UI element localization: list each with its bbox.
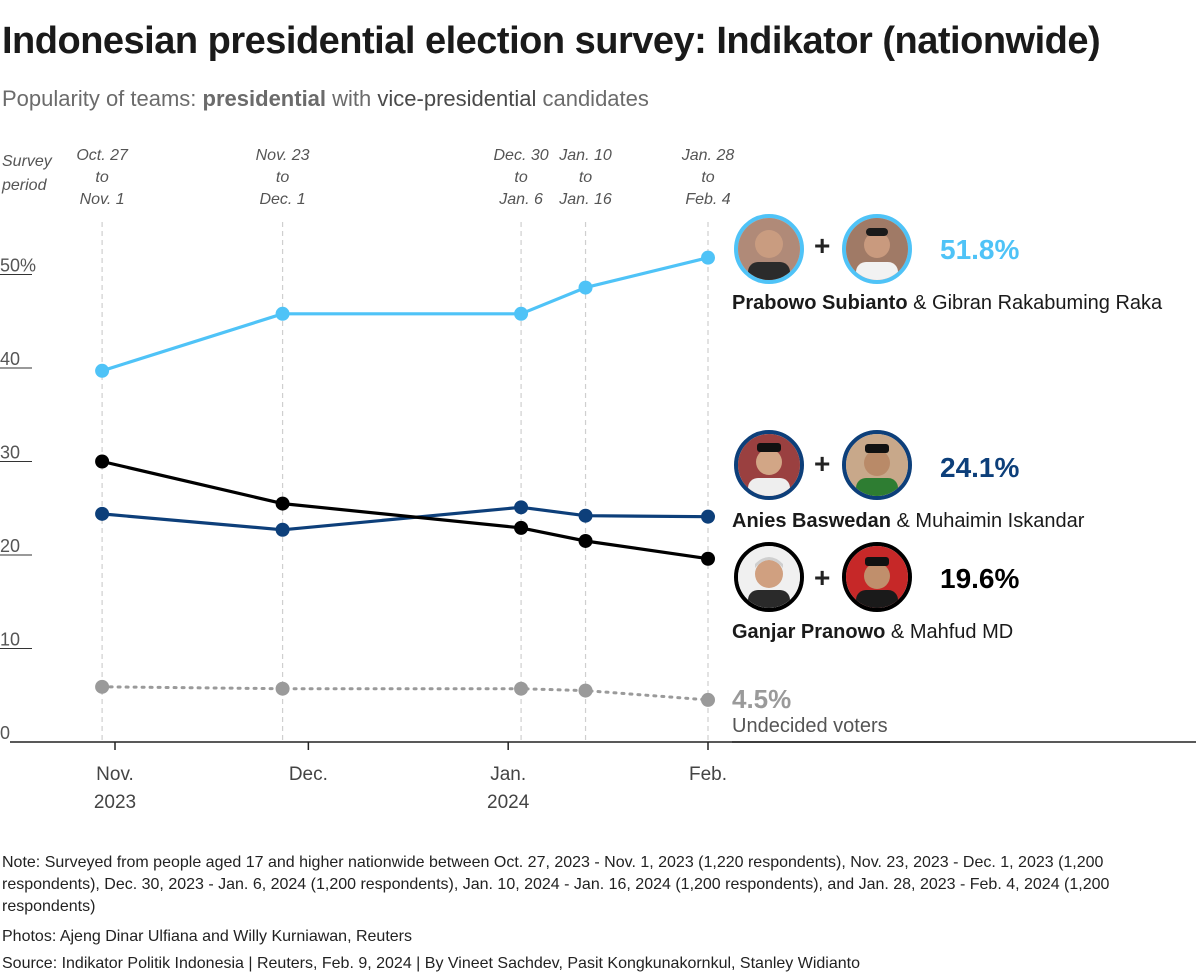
- survey-period-label: Jan. 10: [558, 147, 612, 164]
- series-line-undecided: [100, 685, 710, 702]
- data-point-prabowo: [95, 363, 110, 378]
- y-tick-label: 50%: [0, 256, 36, 276]
- survey-period-label-line: Survey: [2, 153, 52, 170]
- avatar-mahfud: [842, 542, 912, 612]
- series-line-anies: [100, 505, 710, 532]
- data-point-ganjar: [701, 551, 715, 566]
- ampersand: &: [907, 292, 933, 314]
- team-pct-ganjar: 19.6%: [940, 563, 1020, 594]
- x-tick-label-year: 2024: [487, 792, 530, 813]
- survey-period-label: to: [701, 169, 714, 186]
- y-tick-label: 20: [0, 536, 20, 556]
- data-point-prabowo: [578, 280, 593, 295]
- vice-name: Muhaimin Iskandar: [915, 510, 1085, 532]
- data-point-prabowo: [275, 306, 290, 321]
- avatar-anies: [734, 430, 804, 500]
- footer-photos: Photos: Ajeng Dinar Ulfiana and Willy Ku…: [2, 928, 412, 945]
- survey-period-label: Jan. 28: [681, 147, 735, 164]
- president-name: Anies Baswedan: [732, 510, 891, 532]
- data-point-anies: [578, 508, 593, 523]
- team-pct-prabowo: 51.8%: [940, 234, 1020, 265]
- president-name: Prabowo Subianto: [732, 292, 908, 314]
- page-subtitle: Popularity of teams: presidential with v…: [2, 86, 649, 112]
- data-point-undecided: [95, 679, 110, 694]
- avatar-gibran: [842, 214, 912, 284]
- team-name-ganjar: Ganjar Pranowo & Mahfud MD: [732, 621, 1013, 644]
- data-point-anies: [701, 509, 715, 524]
- data-point-anies: [95, 506, 110, 521]
- survey-period-label: Oct. 27: [76, 147, 129, 164]
- data-point-ganjar: [578, 533, 593, 548]
- data-point-ganjar: [275, 496, 290, 511]
- survey-period-label: Nov. 1: [80, 191, 125, 208]
- team-name-prabowo: Prabowo Subianto & Gibran Rakabuming Rak…: [732, 292, 1162, 315]
- data-point-prabowo: [514, 306, 529, 321]
- x-tick-label-year: 2023: [94, 792, 136, 813]
- team-pct-anies: 24.1%: [940, 452, 1020, 483]
- data-point-ganjar: [95, 454, 110, 469]
- subtitle-part: with: [326, 86, 378, 111]
- survey-period-label: to: [514, 169, 527, 186]
- subtitle-part-presidential: presidential: [202, 86, 327, 111]
- survey-period-label: Dec. 30: [494, 147, 549, 164]
- footer-note: Note: Surveyed from people aged 17 and h…: [2, 854, 1110, 915]
- x-tick-label: Nov.: [96, 764, 134, 785]
- undecided-label: Undecided voters: [732, 715, 888, 737]
- survey-period-label: to: [95, 169, 108, 186]
- data-point-ganjar: [514, 520, 529, 535]
- survey-period-label: Jan. 16: [558, 191, 612, 208]
- subtitle-part: Popularity of teams:: [2, 86, 203, 111]
- line-chart: Oct. 27 to Nov. 1 Nov. 23 to Dec. 1 Dec. 30 to J…: [0, 147, 1196, 813]
- data-point-undecided: [514, 681, 529, 696]
- data-point-undecided: [701, 692, 715, 707]
- page-title: Indonesian presidential election survey:…: [2, 20, 1101, 62]
- survey-period-label: Dec. 1: [259, 191, 305, 208]
- survey-period-label: Nov. 23: [256, 147, 310, 164]
- series-line-prabowo: [100, 256, 710, 373]
- data-point-anies: [514, 500, 529, 515]
- y-tick-label: 40: [0, 349, 20, 369]
- team-name-anies: Anies Baswedan & Muhaimin Iskandar: [732, 510, 1084, 533]
- survey-period-label: to: [276, 169, 289, 186]
- survey-period-label: Feb. 4: [685, 191, 730, 208]
- data-point-undecided: [578, 683, 593, 698]
- y-tick-label: 30: [0, 443, 20, 463]
- footer-source: Source: Indikator Politik Indonesia | Re…: [2, 955, 860, 972]
- president-name: Ganjar Pranowo: [732, 621, 886, 643]
- avatar-prabowo: [734, 214, 804, 284]
- data-point-anies: [275, 522, 290, 537]
- survey-period-label: Jan. 6: [498, 191, 543, 208]
- subtitle-part: candidates: [536, 86, 649, 111]
- survey-period-label: Survey period: [2, 150, 52, 198]
- avatar-ganjar: [734, 542, 804, 612]
- ampersand: &: [885, 621, 910, 643]
- x-tick-label: Feb.: [689, 764, 727, 785]
- y-tick-label: 0: [0, 723, 10, 743]
- data-point-prabowo: [701, 250, 715, 265]
- vice-name: Mahfud MD: [909, 621, 1014, 643]
- series-line-ganjar: [100, 459, 710, 561]
- plus-sign: +: [814, 448, 831, 479]
- plus-sign: +: [814, 230, 831, 261]
- vice-name: Gibran Rakabuming Raka: [932, 292, 1163, 314]
- y-tick-label: 10: [0, 630, 20, 650]
- survey-period-label: to: [579, 169, 592, 186]
- x-tick-label: Dec.: [289, 764, 328, 785]
- ampersand: &: [890, 510, 916, 532]
- plus-sign: +: [814, 562, 831, 593]
- data-point-undecided: [275, 681, 290, 696]
- avatar-muhaimin: [842, 430, 912, 500]
- subtitle-part-vice: vice-presidential: [377, 86, 537, 111]
- undecided-pct: 4.5%: [732, 684, 792, 714]
- x-tick-label: Jan.: [490, 764, 526, 785]
- survey-period-label-line: period: [2, 177, 47, 194]
